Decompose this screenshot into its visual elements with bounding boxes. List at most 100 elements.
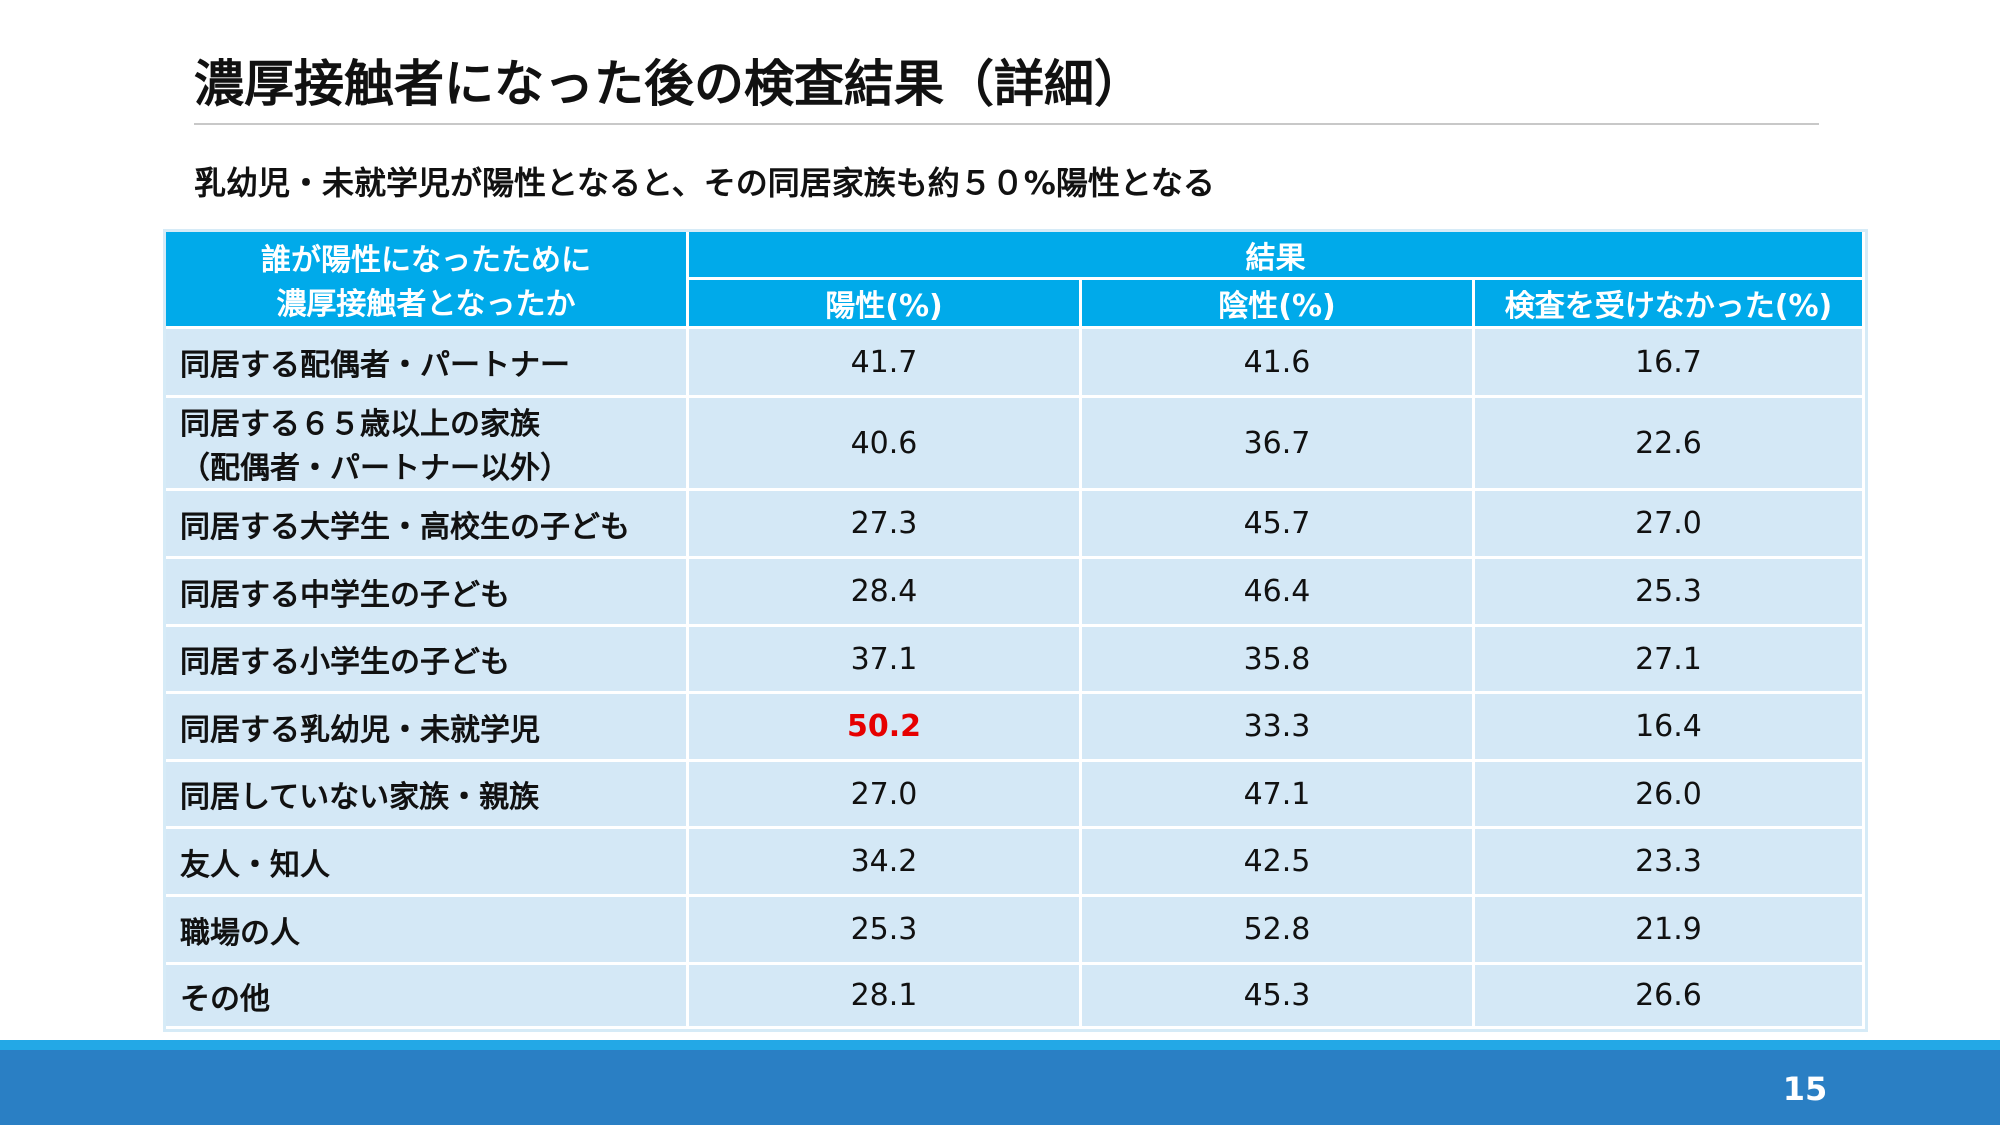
value-cell: 25.3: [689, 897, 1079, 962]
value-cell: 28.1: [689, 965, 1079, 1026]
value: 28.4: [850, 574, 918, 609]
value: 25.3: [850, 912, 918, 947]
header-text: 陽性(%): [825, 289, 943, 324]
row-label: 同居する小学生の子ども: [166, 627, 686, 691]
value: 45.7: [1243, 506, 1311, 541]
value-cell: 41.6: [1082, 329, 1472, 395]
value-cell: 27.0: [1475, 491, 1862, 556]
value-cell: 16.4: [1475, 694, 1862, 759]
title-rule: [194, 123, 1819, 125]
label-line: 同居する大学生・高校生の子ども: [180, 509, 630, 545]
value-cell: 40.6: [689, 398, 1079, 488]
value-cell: 21.9: [1475, 897, 1862, 962]
value-cell: 26.6: [1475, 965, 1862, 1026]
value: 41.7: [850, 344, 918, 380]
subtitle: 乳幼児・未就学児が陽性となると、その同居家族も約５０%陽性となる: [194, 164, 1215, 202]
value: 27.3: [850, 506, 918, 541]
value: 34.2: [850, 844, 918, 879]
group-header: 結果: [689, 232, 1862, 277]
row-label: 同居する乳幼児・未就学児: [166, 694, 686, 759]
value: 21.9: [1635, 912, 1702, 947]
value-cell: 47.1: [1082, 762, 1472, 826]
value: 27.1: [1635, 641, 1702, 677]
row-label: 職場の人: [166, 897, 686, 962]
value: 50.2: [846, 709, 922, 744]
value: 37.1: [850, 641, 918, 677]
value-cell: 26.0: [1475, 762, 1862, 826]
value: 28.1: [850, 978, 918, 1013]
value: 47.1: [1243, 776, 1311, 812]
value-cell: 45.3: [1082, 965, 1472, 1026]
row-label: 同居する中学生の子ども: [166, 559, 686, 624]
value-cell: 46.4: [1082, 559, 1472, 624]
label-line: 同居する乳幼児・未就学児: [180, 712, 540, 748]
value-cell: 34.2: [689, 829, 1079, 894]
header-text: 検査を受けなかった(%): [1504, 289, 1833, 324]
header-text: 結果: [1245, 240, 1306, 276]
value: 40.6: [850, 425, 918, 461]
header-line: 誰が陽性になったために: [261, 243, 591, 278]
value: 26.6: [1635, 978, 1702, 1013]
value: 25.3: [1635, 574, 1702, 609]
corner-header: 誰が陽性になったために 濃厚接触者となったか: [166, 232, 686, 326]
value-cell: 42.5: [1082, 829, 1472, 894]
label-line: 同居する６５歳以上の家族: [180, 407, 540, 442]
column-header: 検査を受けなかった(%): [1475, 280, 1862, 326]
column-header: 陽性(%): [689, 280, 1079, 326]
title: 濃厚接触者になった後の検査結果（詳細）: [194, 55, 1144, 113]
value: 52.8: [1243, 912, 1311, 947]
value-cell: 41.7: [689, 329, 1079, 395]
value-cell: 27.1: [1475, 627, 1862, 691]
label-line: 同居する小学生の子ども: [180, 645, 510, 680]
value: 45.3: [1243, 978, 1311, 1013]
footer-stripe: [0, 1040, 2000, 1050]
value: 23.3: [1635, 844, 1702, 879]
value-cell: 28.4: [689, 559, 1079, 624]
header-text: 陰性(%): [1218, 289, 1336, 324]
header-line: 濃厚接触者となったか: [276, 287, 576, 322]
value: 26.0: [1635, 776, 1702, 812]
value-cell: 36.7: [1082, 398, 1472, 488]
row-label: 同居する６５歳以上の家族 （配偶者・パートナー以外）: [166, 398, 686, 488]
row-label: 友人・知人: [166, 829, 686, 894]
label-line: 友人・知人: [180, 847, 330, 883]
value-cell: 45.7: [1082, 491, 1472, 556]
label-line: 同居していない家族・親族: [180, 780, 540, 815]
value: 46.4: [1243, 574, 1311, 609]
row-label: その他: [166, 965, 686, 1026]
value: 41.6: [1243, 344, 1311, 380]
value-cell: 33.3: [1082, 694, 1472, 759]
value: 16.4: [1635, 709, 1702, 744]
footer-band: [0, 1050, 2000, 1125]
label-line: （配偶者・パートナー以外）: [180, 451, 570, 486]
value: 16.7: [1635, 344, 1702, 380]
value-cell: 35.8: [1082, 627, 1472, 691]
value-cell: 23.3: [1475, 829, 1862, 894]
label-line: 職場の人: [180, 915, 300, 951]
value-cell: 37.1: [689, 627, 1079, 691]
label-line: 同居する中学生の子ども: [180, 577, 510, 613]
value: 27.0: [1635, 506, 1702, 541]
value-cell: 16.7: [1475, 329, 1862, 395]
value: 27.0: [850, 776, 918, 812]
value-cell: 22.6: [1475, 398, 1862, 488]
value-cell: 50.2: [689, 694, 1079, 759]
value-cell: 25.3: [1475, 559, 1862, 624]
row-label: 同居する配偶者・パートナー: [166, 329, 686, 395]
page-number: 15: [1782, 1070, 1828, 1108]
value-cell: 52.8: [1082, 897, 1472, 962]
row-label: 同居する大学生・高校生の子ども: [166, 491, 686, 556]
table: 誰が陽性になったために 濃厚接触者となったか 結果陽性(%) 陰性(%) 検査を受けなか…: [163, 229, 1868, 1032]
value: 33.3: [1243, 709, 1311, 744]
value-cell: 27.0: [689, 762, 1079, 826]
label-line: 同居する配偶者・パートナー: [180, 348, 570, 383]
value: 42.5: [1243, 844, 1311, 879]
value: 22.6: [1635, 425, 1702, 461]
row-label: 同居していない家族・親族: [166, 762, 686, 826]
value-cell: 27.3: [689, 491, 1079, 556]
column-header: 陰性(%): [1082, 280, 1472, 326]
value: 35.8: [1243, 641, 1311, 677]
label-line: その他: [180, 981, 270, 1017]
value: 36.7: [1243, 425, 1311, 461]
